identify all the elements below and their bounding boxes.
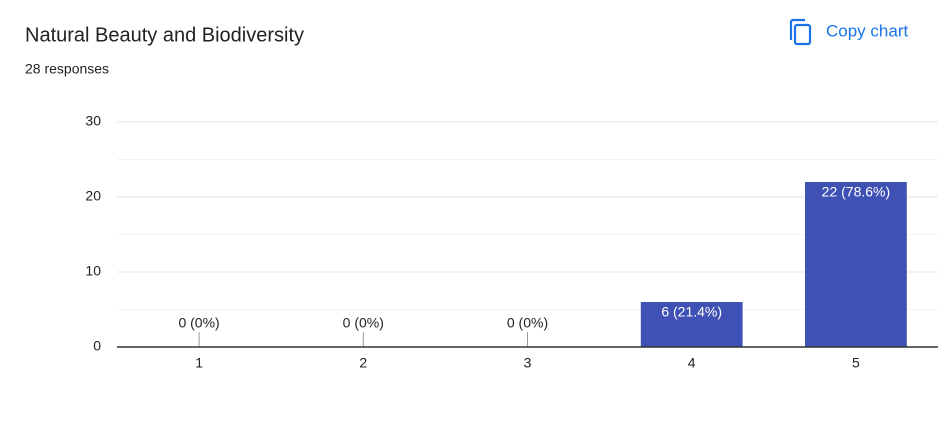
copy-icon[interactable] xyxy=(793,23,812,46)
data-label: 0 (0%) xyxy=(507,315,548,331)
data-label: 6 (21.4%) xyxy=(661,304,722,320)
y-tick-label: 30 xyxy=(85,113,101,129)
copy-chart-button[interactable]: Copy chart xyxy=(784,14,924,52)
bar xyxy=(804,182,907,347)
data-label: 22 (78.6%) xyxy=(822,184,890,200)
y-tick-label: 10 xyxy=(85,263,101,279)
subtitle: 28 responses xyxy=(25,61,109,77)
y-tick-label: 20 xyxy=(85,188,101,204)
x-tick-label: 3 xyxy=(524,355,532,371)
y-tick-label: 0 xyxy=(93,338,101,354)
bar xyxy=(640,302,743,347)
copy-icon[interactable] xyxy=(789,18,805,40)
x-tick-label: 1 xyxy=(195,355,203,371)
chart-title: Natural Beauty and Biodiversity xyxy=(25,24,304,46)
x-tick-label: 5 xyxy=(852,355,860,371)
x-tick-label: 2 xyxy=(359,355,367,371)
data-label: 0 (0%) xyxy=(343,315,384,331)
data-label: 0 (0%) xyxy=(178,315,219,331)
button-bg[interactable] xyxy=(784,14,924,52)
x-tick-label: 4 xyxy=(688,355,696,371)
button-label[interactable]: Copy chart xyxy=(826,21,908,40)
